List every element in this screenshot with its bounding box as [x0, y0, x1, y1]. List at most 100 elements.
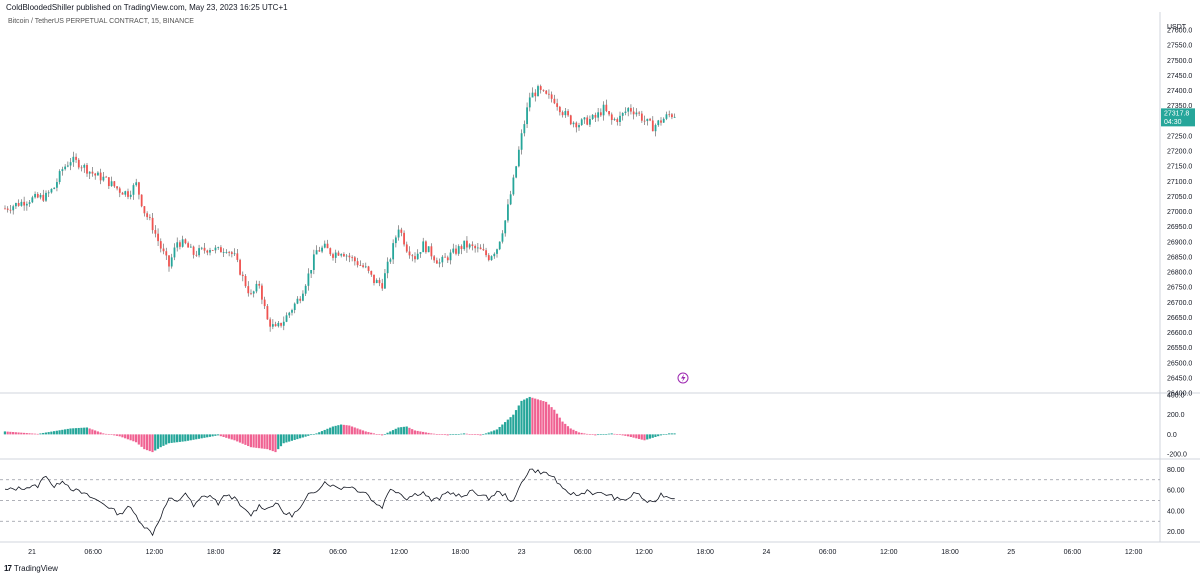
candle: [340, 253, 343, 258]
histogram-bar: [124, 434, 127, 439]
histogram-bar: [449, 434, 452, 436]
histogram-bar: [14, 432, 17, 435]
candle: [140, 194, 143, 208]
candle: [148, 214, 151, 221]
histogram-tick-label: 400.0: [1167, 392, 1185, 399]
candle: [375, 278, 378, 284]
histogram-bar: [91, 429, 94, 435]
histogram-bar: [173, 434, 176, 443]
histogram-bar: [121, 434, 124, 438]
histogram-bar: [279, 434, 283, 447]
candle: [414, 252, 416, 263]
histogram-bar: [523, 399, 526, 435]
candle: [498, 241, 501, 251]
candle: [578, 122, 580, 131]
time-tick-label: 12:00: [390, 549, 408, 556]
candle: [132, 183, 135, 200]
price-tick-label: 27000.0: [1167, 209, 1192, 216]
candle: [348, 252, 351, 263]
candle: [405, 241, 408, 253]
histogram-bar: [148, 434, 151, 452]
candle: [496, 248, 498, 258]
candle: [94, 172, 97, 180]
histogram-bar: [605, 434, 608, 435]
last-price-label: 27317.8: [1164, 110, 1189, 117]
histogram-bar: [162, 434, 165, 446]
candle: [586, 115, 589, 126]
candle: [351, 255, 354, 262]
candle: [353, 255, 356, 266]
candle: [203, 242, 206, 254]
price-tick-label: 26500.0: [1167, 360, 1192, 367]
histogram-tick-label: 200.0: [1167, 412, 1185, 419]
price-tick-label: 27100.0: [1167, 179, 1192, 186]
candle: [225, 249, 228, 254]
histogram-bar: [102, 433, 105, 435]
candle: [42, 189, 45, 202]
histogram-bar: [74, 428, 78, 435]
histogram-bar: [528, 396, 531, 435]
histogram-bar: [394, 428, 397, 435]
time-tick-label: 12:00: [1125, 549, 1143, 556]
candle: [638, 111, 641, 117]
price-tick-label: 27250.0: [1167, 133, 1192, 140]
candle: [195, 250, 198, 257]
candle: [69, 157, 72, 171]
histogram-bar: [104, 433, 108, 435]
candle: [244, 274, 247, 288]
candle: [53, 187, 56, 190]
histogram-bar: [208, 434, 211, 437]
candle: [474, 244, 477, 253]
candle: [646, 118, 649, 126]
histogram-bar: [192, 434, 195, 440]
histogram-bar: [553, 409, 556, 435]
histogram-bar: [115, 434, 119, 436]
candle: [501, 230, 504, 244]
histogram-bar: [504, 422, 507, 435]
histogram-bar: [206, 434, 209, 438]
histogram-bar: [140, 434, 143, 447]
candle: [539, 84, 542, 94]
candle: [321, 245, 323, 254]
candle: [660, 117, 662, 126]
candle: [384, 269, 386, 289]
histogram-bar: [203, 434, 206, 438]
histogram-bar: [482, 434, 485, 435]
histogram-bar: [167, 434, 170, 444]
candle: [255, 280, 258, 294]
candle: [162, 243, 165, 255]
candle: [654, 123, 657, 137]
histogram-bar: [195, 434, 198, 440]
price-tick-label: 26750.0: [1167, 285, 1192, 292]
candle: [80, 165, 83, 172]
histogram-bar: [375, 434, 378, 435]
candle: [274, 321, 277, 327]
candle: [589, 115, 591, 128]
histogram-bar: [424, 432, 427, 435]
chart-svg[interactable]: Bitcoin / TetherUS PERPETUAL CONTRACT, 1…: [0, 12, 1200, 562]
histogram-bar: [506, 419, 509, 435]
candle: [154, 225, 157, 238]
histogram-bar: [326, 428, 329, 435]
candle: [187, 241, 190, 248]
histogram-bar: [271, 434, 274, 452]
candle: [545, 90, 548, 95]
histogram-bar: [353, 427, 356, 435]
lightning-icon[interactable]: [677, 372, 689, 384]
last-price-badge: [1161, 108, 1195, 127]
histogram-bar: [550, 407, 553, 435]
histogram-bar: [378, 434, 381, 435]
histogram-bar: [618, 434, 621, 435]
histogram-bar: [17, 432, 20, 435]
candle: [211, 249, 214, 251]
histogram-bar: [637, 434, 641, 439]
oscillator-tick-label: 40.00: [1167, 508, 1185, 515]
chart-frame[interactable]: Bitcoin / TetherUS PERPETUAL CONTRACT, 1…: [0, 12, 1200, 562]
histogram-bar: [370, 432, 373, 435]
histogram-bar: [312, 434, 315, 435]
candle: [621, 112, 624, 121]
histogram-bar: [391, 430, 395, 435]
price-tick-label: 26950.0: [1167, 224, 1192, 231]
symbol-title: Bitcoin / TetherUS PERPETUAL CONTRACT, 1…: [8, 18, 194, 25]
price-tick-label: 27550.0: [1167, 43, 1192, 50]
